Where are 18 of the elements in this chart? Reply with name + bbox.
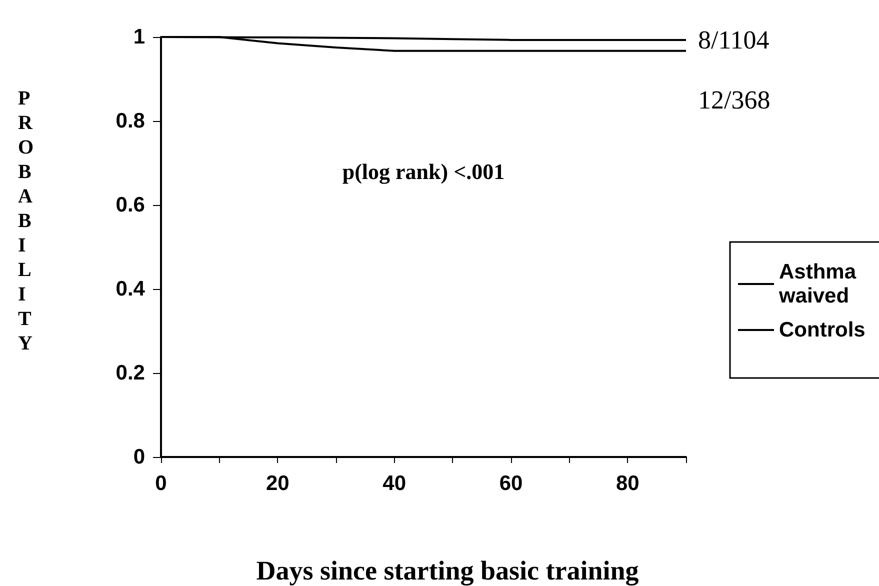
- y-tick-label: 1: [133, 26, 146, 48]
- x-axis-title: Days since starting basic training: [256, 556, 640, 586]
- x-tick-label: 80: [616, 472, 640, 495]
- annotation: 8/1104: [698, 25, 770, 54]
- text: PROBABILITY: [18, 87, 34, 354]
- y-tick-label: 0.4: [116, 278, 146, 300]
- annotation: 12/368: [698, 85, 770, 114]
- x-tick-label: 20: [266, 472, 290, 495]
- y-tick-label: 0.8: [116, 110, 146, 132]
- y-tick-label: 0.6: [116, 194, 145, 216]
- y-tick-label: 0: [133, 446, 145, 468]
- annotation: p(log rank) <.001: [342, 158, 505, 184]
- x-tick-label: 0: [155, 472, 167, 495]
- x-tick-label: 60: [499, 472, 523, 495]
- legend-label: Controls: [779, 318, 866, 342]
- y-tick-label: 0.2: [116, 362, 145, 384]
- x-tick-label: 40: [382, 472, 406, 495]
- legend-label: Asthma waived: [778, 260, 862, 308]
